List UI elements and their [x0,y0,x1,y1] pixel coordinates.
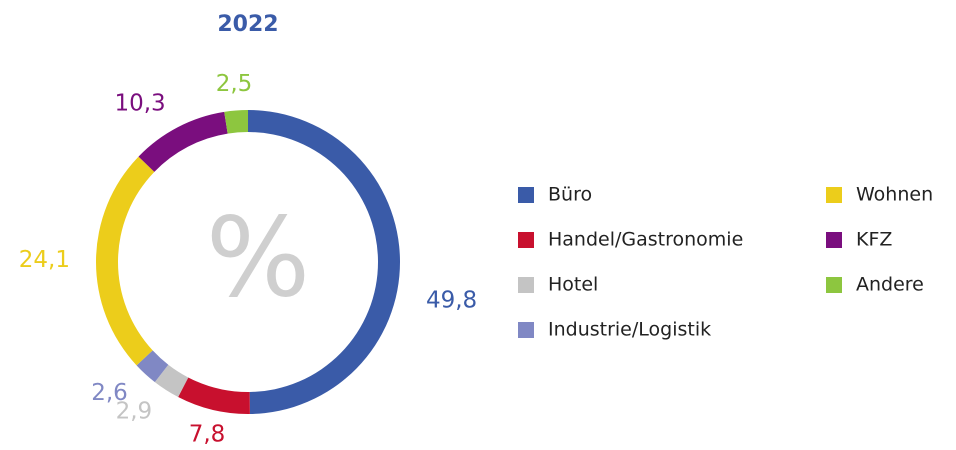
legend-label: Andere [856,274,924,296]
legend-swatch [826,277,842,293]
legend-label: Büro [548,184,592,206]
legend-swatch [826,187,842,203]
donut-segment [138,111,228,172]
center-label: % [206,193,311,321]
legend-swatch [826,232,842,248]
legend-swatch [518,322,534,338]
legend-label: Wohnen [856,184,933,206]
data-label: 2,9 [116,398,153,424]
chart-title: 2022 [217,12,278,37]
donut-segment [224,110,248,134]
donut-segment [154,364,189,397]
donut-segment [136,350,169,383]
data-label: 7,8 [189,422,226,448]
legend-swatch [518,187,534,203]
data-label: 24,1 [19,247,70,273]
legend-label: KFZ [856,229,892,251]
donut-segment [178,377,250,415]
data-label: 10,3 [114,91,165,117]
legend-swatch [518,232,534,248]
legend-swatch [518,277,534,293]
donut-segment [248,110,401,414]
donut-segment [95,156,155,366]
data-label: 2,5 [216,71,253,97]
data-label: 49,8 [426,287,477,313]
legend-label: Handel/Gastronomie [548,229,743,251]
data-label: 2,6 [91,380,128,406]
legend-label: Hotel [548,274,598,296]
legend-label: Industrie/Logistik [548,319,711,341]
